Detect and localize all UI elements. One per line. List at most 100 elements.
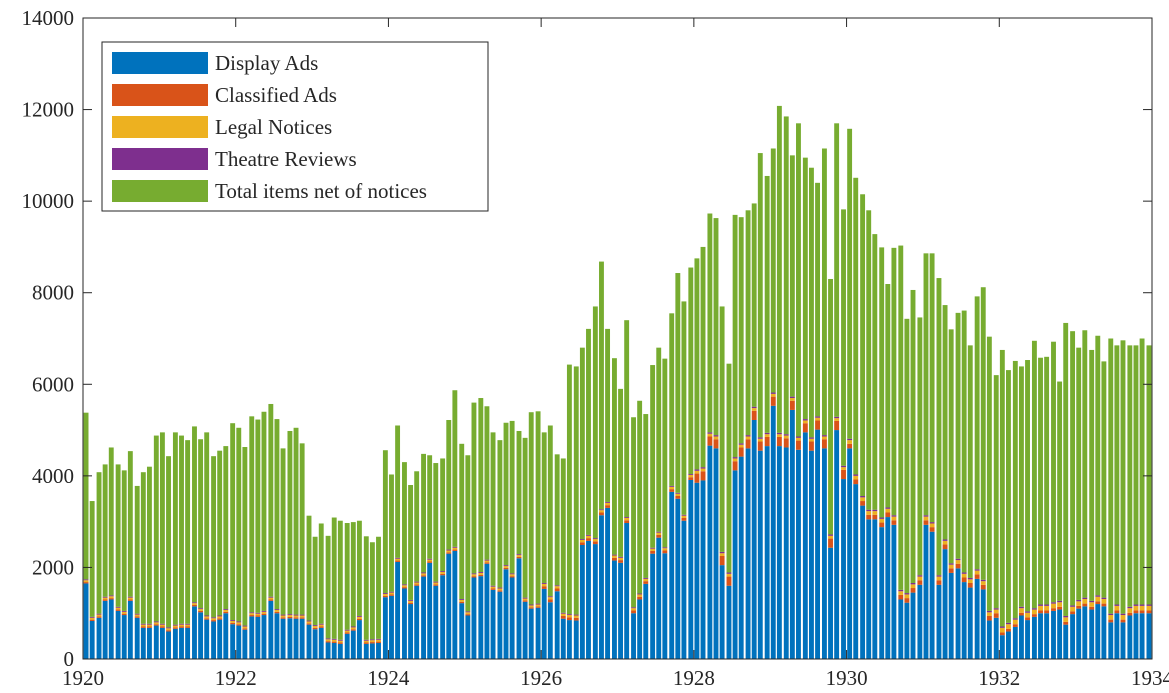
bar-segment bbox=[796, 449, 801, 659]
bar-segment bbox=[719, 553, 725, 556]
bar-segment bbox=[1089, 606, 1095, 610]
bar-segment bbox=[751, 406, 757, 409]
bar-segment bbox=[402, 584, 407, 586]
bar-segment bbox=[834, 123, 840, 417]
bar-segment bbox=[192, 604, 197, 607]
bar-segment bbox=[337, 643, 343, 659]
bar-segment bbox=[382, 595, 388, 598]
bar-segment bbox=[1114, 604, 1120, 606]
bar-segment bbox=[146, 626, 152, 628]
bar-segment bbox=[904, 318, 910, 594]
y-tick-label: 14000 bbox=[22, 6, 75, 30]
bar-segment bbox=[662, 358, 668, 548]
bar-segment bbox=[471, 573, 477, 575]
bar-segment bbox=[1101, 597, 1107, 600]
bar-segment bbox=[274, 610, 280, 612]
bar-segment bbox=[872, 511, 878, 515]
bar-segment bbox=[541, 588, 547, 659]
bar-segment bbox=[172, 627, 178, 629]
bar-segment bbox=[96, 472, 102, 614]
bar-segment bbox=[1044, 605, 1050, 611]
bar-segment bbox=[694, 258, 700, 470]
bar-segment bbox=[560, 618, 566, 659]
bar-segment bbox=[376, 642, 381, 659]
bar-segment bbox=[669, 485, 675, 487]
bar-segment bbox=[898, 245, 904, 590]
bar-segment bbox=[650, 365, 656, 548]
bar-segment bbox=[955, 312, 961, 559]
bar-segment bbox=[1018, 612, 1024, 616]
bar-segment bbox=[522, 598, 528, 601]
bar-segment bbox=[344, 632, 350, 634]
bar-segment bbox=[261, 615, 267, 659]
bar-segment bbox=[828, 535, 833, 539]
bar-segment bbox=[427, 559, 433, 562]
y-tick-label: 0 bbox=[64, 647, 75, 671]
bar-segment bbox=[961, 572, 967, 574]
bar-segment bbox=[211, 618, 217, 621]
bar-segment bbox=[637, 599, 643, 659]
bar-segment bbox=[83, 412, 89, 580]
bar-segment bbox=[815, 182, 820, 417]
bar-segment bbox=[764, 446, 770, 659]
bar-segment bbox=[134, 616, 140, 618]
bar-segment bbox=[369, 640, 375, 643]
bar-segment bbox=[1025, 611, 1030, 613]
bar-segment bbox=[841, 479, 846, 659]
bar-segment bbox=[694, 482, 700, 659]
bar-segment bbox=[389, 592, 394, 595]
bar-segment bbox=[910, 588, 916, 593]
bar-segment bbox=[726, 573, 732, 577]
bar-segment bbox=[166, 627, 171, 629]
bar-segment bbox=[1133, 605, 1139, 611]
bar-segment bbox=[1006, 631, 1011, 659]
bar-segment bbox=[853, 479, 859, 485]
bar-segment bbox=[1051, 610, 1056, 659]
bar-segment bbox=[1101, 603, 1107, 607]
bar-segment bbox=[249, 615, 255, 617]
bar-segment bbox=[929, 522, 935, 524]
bar-segment bbox=[566, 615, 572, 618]
bar-segment bbox=[440, 575, 446, 659]
bar-segment bbox=[490, 432, 496, 586]
bar-segment bbox=[503, 422, 509, 566]
bar-segment bbox=[414, 582, 420, 585]
bar-segment bbox=[509, 576, 515, 578]
bar-segment bbox=[688, 267, 694, 475]
bar-segment bbox=[1063, 615, 1069, 618]
bar-segment bbox=[306, 515, 312, 621]
bar-segment bbox=[440, 571, 446, 573]
bar-segment bbox=[350, 522, 356, 627]
bar-segment bbox=[274, 609, 280, 611]
bar-segment bbox=[293, 618, 299, 659]
bar-segment bbox=[185, 626, 191, 628]
bar-segment bbox=[599, 510, 604, 513]
bar-segment bbox=[707, 433, 713, 437]
bar-segment bbox=[223, 609, 229, 611]
bar-segment bbox=[605, 505, 611, 508]
bar-segment bbox=[1082, 599, 1088, 604]
bar-segment bbox=[713, 435, 719, 437]
bar-segment bbox=[337, 642, 343, 644]
bar-segment bbox=[980, 581, 986, 585]
bar-segment bbox=[382, 597, 388, 659]
bar-segment bbox=[274, 419, 280, 610]
bar-segment bbox=[885, 284, 891, 508]
bar-segment bbox=[675, 273, 681, 493]
bar-segment bbox=[115, 610, 121, 659]
bar-segment bbox=[230, 620, 236, 623]
bar-segment bbox=[1146, 613, 1152, 659]
bar-segment bbox=[83, 580, 89, 583]
bar-segment bbox=[1057, 600, 1063, 603]
bar-segment bbox=[923, 515, 929, 517]
bar-segment bbox=[89, 620, 95, 659]
bar-segment bbox=[732, 457, 738, 459]
bar-segment bbox=[1108, 615, 1114, 620]
bar-segment bbox=[662, 548, 668, 551]
bar-segment bbox=[1076, 608, 1082, 659]
legend-swatch bbox=[112, 52, 208, 74]
y-tick-label: 10000 bbox=[22, 189, 75, 213]
bar-segment bbox=[1108, 613, 1114, 616]
bar-segment bbox=[694, 470, 700, 474]
bar-segment bbox=[528, 604, 534, 606]
